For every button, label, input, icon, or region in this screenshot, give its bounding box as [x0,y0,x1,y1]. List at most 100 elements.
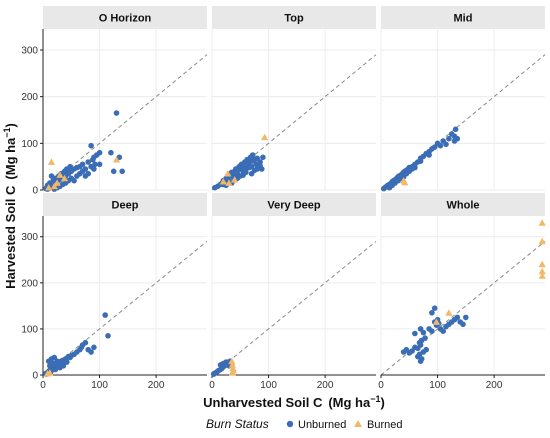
legend-burned-marker [354,420,362,427]
unburned-point [62,180,69,186]
burned-point [53,179,61,186]
burned-point [219,178,227,185]
y-tick-label: 200 [21,92,38,103]
unburned-point [96,149,103,156]
unburned-point [440,328,447,335]
unburned-point [454,314,461,321]
unburned-point [249,152,256,158]
legend-unburned-marker [286,420,294,428]
y-tick-label: 100 [21,324,38,335]
unburned-point [240,172,246,178]
panel-title: Top [284,13,304,25]
burned-point [445,309,453,316]
burned-point [261,133,269,141]
panel-strip [43,6,207,29]
x-tick-label: 100 [429,380,446,391]
unburned-point [108,149,114,156]
y-axis-label-text: Harvested Soil C [3,185,18,289]
burned-point [56,171,64,178]
unburned-point [416,351,423,358]
panel-top: Top [211,6,377,191]
x-tick-label: 200 [148,380,165,391]
one-to-one-line [211,240,377,376]
unburned-point [88,142,94,149]
y-tick-label: 200 [21,278,38,289]
burned-point [112,156,121,163]
y-tick-label: 100 [21,139,38,150]
burned-point [538,272,546,279]
unburned-point [79,161,86,168]
unburned-point [417,342,424,348]
panel-strip [381,193,545,216]
panel-strip [43,193,207,216]
burned-point [47,158,56,165]
panel-strip [212,193,376,216]
y-tick-label: 0 [32,186,38,197]
unburned-point [418,356,425,362]
x-axis-units-close: ) [381,395,385,410]
panel-whole: Whole 0 100 200 [378,193,546,391]
burned-point [401,178,409,186]
unburned-point [82,173,89,179]
panel-title: Whole [447,200,480,212]
unburned-point [88,349,94,355]
unburned-point [389,182,396,189]
unburned-point [64,359,70,365]
x-tick-label: 100 [260,380,277,391]
unburned-point [60,363,67,369]
legend-burned-label: Burned [367,419,402,431]
panels-group: O Horizon 0 100 200 300 Top Mid Deep 0 100 200 300 0… [21,6,546,391]
panel-very-deep: Very Deep 0 100 200 [209,193,377,391]
unburned-point [52,366,59,373]
unburned-point [105,333,111,339]
y-tick-label: 300 [21,46,38,57]
legend: Burn Status Unburned Burned [206,417,402,431]
x-tick-label: 200 [486,380,503,391]
unburned-point [48,173,55,179]
unburned-point [119,168,125,175]
unburned-point [260,154,266,161]
x-tick-label: 0 [378,380,384,391]
unburned-point [412,164,418,171]
burned-point [224,170,232,177]
unburned-point [113,110,120,116]
burned-point [538,219,546,226]
burned-point [538,237,546,245]
unburned-point [443,141,449,148]
burned-point [538,260,546,268]
unburned-point [454,135,461,142]
unburned-point [248,170,255,177]
one-to-one-line [42,240,208,376]
burned-point [231,176,239,183]
unburned-point [463,314,469,321]
panel-title: Deep [112,200,139,212]
unburned-point [422,335,428,341]
burned-point [228,357,236,365]
panel-strip [381,6,545,29]
unburned-point [420,329,427,336]
unburned-point [71,177,77,184]
y-tick-label: 300 [21,232,38,243]
y-axis-title: Harvested Soil C (Mg ha−1) [2,123,18,289]
y-tick-label: 0 [32,371,38,382]
unburned-point [257,162,263,169]
x-tick-label: 0 [209,380,215,391]
unburned-point [429,328,435,335]
burned-point [228,361,236,368]
x-tick-label: 200 [317,380,334,391]
x-axis-label-text: Unharvested Soil C [203,395,323,410]
burned-point [46,369,54,376]
unburned-point [429,310,435,316]
unburned-point [96,161,103,168]
x-axis-units-sup: −1 [370,394,380,404]
unburned-point [91,344,97,351]
unburned-point [412,330,418,337]
burned-point [538,267,546,275]
panel-strip [212,6,376,29]
burned-point [225,179,233,186]
unburned-point [426,152,432,158]
unburned-point [243,166,249,172]
x-axis-units-text: (Mg ha [328,395,371,410]
